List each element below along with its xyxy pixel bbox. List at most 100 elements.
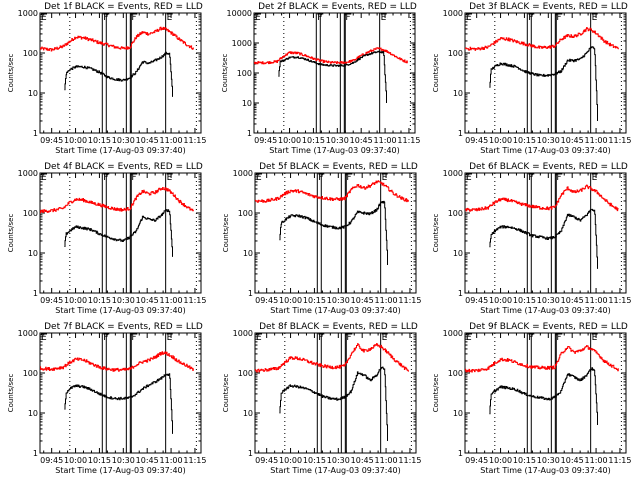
y-tick-label: 1 <box>248 289 253 298</box>
y-axis-label: Counts/sec <box>222 374 230 413</box>
panel-det-1: Det 1f BLACK = Events, RED = LLD 1 10 100 10… <box>7 2 206 155</box>
series-events-line <box>278 50 387 103</box>
marker-E: E <box>466 13 472 23</box>
marker-F: F <box>318 173 323 183</box>
marker-E: E <box>381 13 387 23</box>
plot-frame <box>254 332 417 454</box>
panel-title: Det 4f BLACK = Events, RED = LLD <box>44 162 203 172</box>
marker-E: E <box>256 333 262 343</box>
y-tick-label: 10 <box>28 249 38 258</box>
y-axis-label: Counts/sec <box>7 374 15 413</box>
marker-F: F <box>528 13 533 23</box>
x-tick-label: 10:15 <box>513 456 536 465</box>
panel-title: Det 7f BLACK = Events, RED = LLD <box>44 322 203 332</box>
y-tick-label: 100 <box>448 369 463 378</box>
x-axis-label: Start Time (17-Aug-03 09:37:40) <box>55 146 186 155</box>
series-events-line <box>64 373 173 434</box>
plot-frame <box>464 172 627 294</box>
x-tick-label: 10:00 <box>278 136 301 145</box>
panel-det-4: Det 4f BLACK = Events, RED = LLD 1 10 100 10… <box>7 162 206 315</box>
y-tick-label: 1000 <box>443 169 463 178</box>
x-tick-label: 09:45 <box>40 456 63 465</box>
x-axis-label: Start Time (17-Aug-03 09:37:40) <box>269 146 400 155</box>
marker-E: E <box>592 333 598 343</box>
series-lld-line <box>40 26 194 52</box>
x-axis-label: Start Time (17-Aug-03 09:37:40) <box>480 306 611 315</box>
marker-E: E <box>256 173 262 183</box>
x-tick-label: 11:00 <box>160 136 183 145</box>
marker-F: F <box>103 333 108 343</box>
x-tick-label: 10:45 <box>561 136 584 145</box>
x-tick-label: 10:45 <box>351 456 374 465</box>
marker-E: E <box>466 333 472 343</box>
x-tick-label: 10:15 <box>303 296 326 305</box>
y-tick-label: 1000 <box>232 39 252 48</box>
x-tick-label: 10:45 <box>351 296 374 305</box>
panel-det-6: Det 6f BLACK = Events, RED = LLD 1 10 100 10… <box>432 162 631 315</box>
x-tick-label: 10:00 <box>64 136 87 145</box>
marker-F: F <box>317 13 322 23</box>
x-tick-label: 11:00 <box>160 456 183 465</box>
y-axis-label: Counts/sec <box>432 214 440 253</box>
marker-E: E <box>167 333 173 343</box>
x-tick-label: 10:15 <box>302 136 325 145</box>
x-tick-label: 10:30 <box>326 136 349 145</box>
y-tick-label: 10000 <box>227 9 252 18</box>
y-tick-label: 10 <box>453 409 463 418</box>
marker-F: F <box>131 333 136 343</box>
x-tick-label: 11:00 <box>585 296 608 305</box>
y-axis-label: Counts/sec <box>7 54 15 93</box>
x-tick-label: 09:45 <box>255 456 278 465</box>
x-tick-label: 11:15 <box>183 456 206 465</box>
marker-E: E <box>41 13 47 23</box>
plot-frame <box>464 12 627 134</box>
x-tick-label: 11:00 <box>375 456 398 465</box>
marker-E: E <box>382 333 388 343</box>
series-lld-line <box>40 351 194 372</box>
y-tick-label: 1000 <box>233 329 253 338</box>
marker-F: F <box>528 333 533 343</box>
marker-F: F <box>103 13 108 23</box>
x-tick-label: 10:15 <box>88 456 111 465</box>
y-tick-label: 100 <box>238 369 253 378</box>
y-axis-label: Counts/sec <box>432 54 440 93</box>
y-axis-label: Counts/sec <box>7 214 15 253</box>
marker-F: F <box>318 333 323 343</box>
x-tick-label: 10:15 <box>88 136 111 145</box>
y-tick-label: 1 <box>248 449 253 458</box>
plot-frame <box>464 332 627 454</box>
series-lld-line <box>465 184 619 212</box>
x-tick-label: 10:30 <box>112 296 135 305</box>
panel-title: Det 8f BLACK = Events, RED = LLD <box>259 322 418 332</box>
y-tick-label: 100 <box>237 69 252 78</box>
x-tick-label: 10:00 <box>279 456 302 465</box>
marker-F: F <box>528 173 533 183</box>
marker-E: E <box>592 13 598 23</box>
series-events-line <box>279 366 388 441</box>
x-tick-label: 10:00 <box>489 136 512 145</box>
marker-F: F <box>346 333 351 343</box>
x-tick-label: 10:45 <box>136 136 159 145</box>
y-axis-label: Counts/sec <box>222 214 230 253</box>
y-tick-label: 1 <box>458 449 463 458</box>
y-tick-label: 100 <box>448 49 463 58</box>
panel-det-9: Det 9f BLACK = Events, RED = LLD 1 10 100 10… <box>432 322 631 475</box>
x-tick-label: 11:00 <box>585 456 608 465</box>
x-tick-label: 10:45 <box>350 136 373 145</box>
y-tick-label: 10 <box>453 249 463 258</box>
y-tick-label: 1000 <box>233 169 253 178</box>
x-tick-label: 10:30 <box>327 456 350 465</box>
y-tick-label: 10 <box>453 89 463 98</box>
x-axis-label: Start Time (17-Aug-03 09:37:40) <box>55 306 186 315</box>
panel-det-7: Det 7f BLACK = Events, RED = LLD 1 10 100 10… <box>7 322 206 475</box>
marker-F: F <box>131 173 136 183</box>
x-tick-label: 10:30 <box>112 136 135 145</box>
y-axis-label: Counts/sec <box>221 54 229 93</box>
plot-frame <box>254 172 417 294</box>
marker-F: F <box>103 173 108 183</box>
series-events-line <box>279 200 388 265</box>
y-tick-label: 100 <box>23 49 38 58</box>
x-tick-label: 10:15 <box>513 136 536 145</box>
y-tick-label: 10 <box>243 409 253 418</box>
